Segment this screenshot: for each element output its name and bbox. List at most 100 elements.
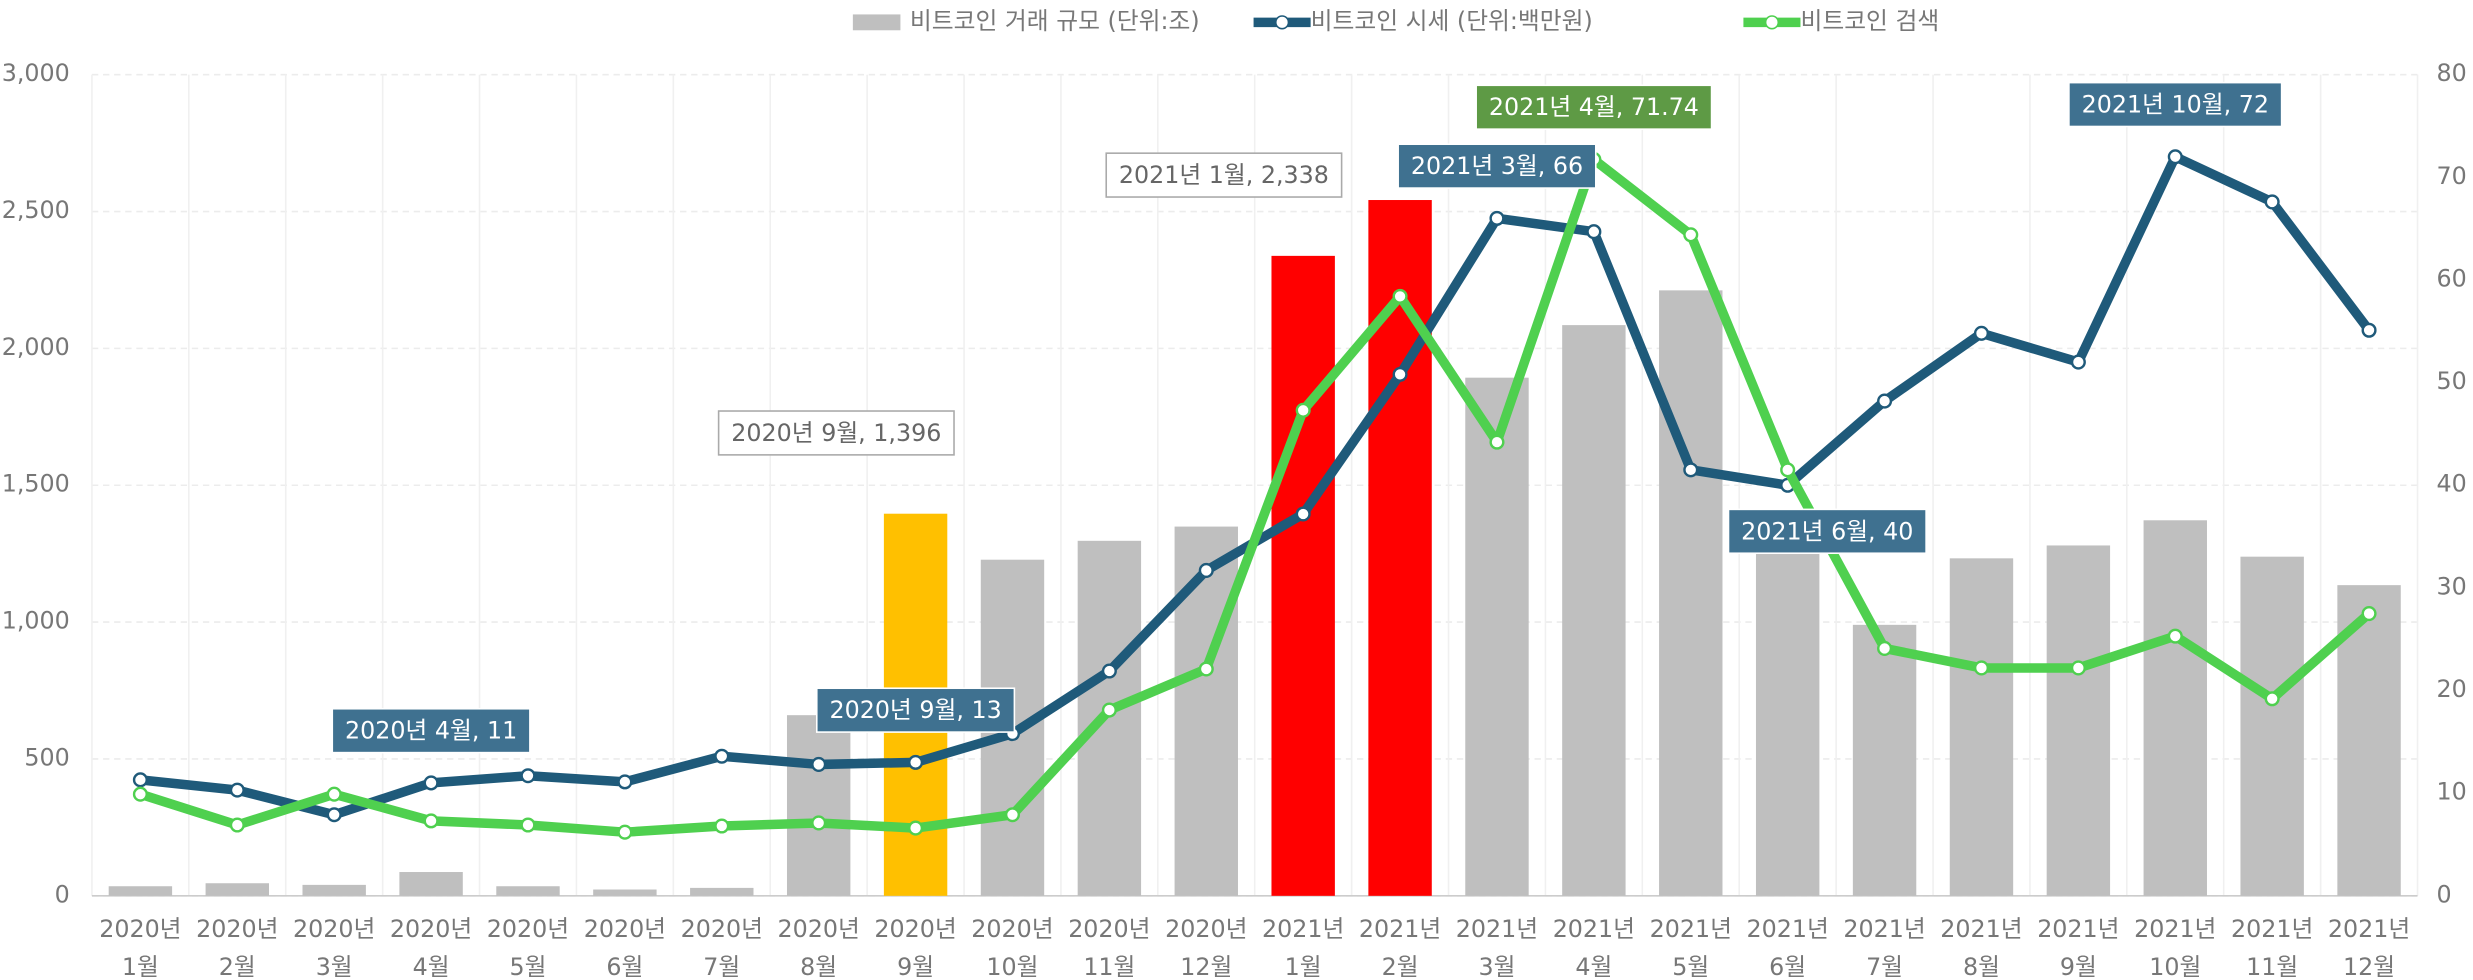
bar: [1852, 624, 1917, 896]
y2-tick-label: 10: [2437, 778, 2467, 806]
point: [1780, 462, 1796, 478]
x-tick-label: 12월: [2343, 953, 2395, 980]
legend-marker: [1274, 15, 1290, 30]
point: [1101, 663, 1117, 679]
x-tick-label: 4월: [413, 953, 450, 980]
x-tick-label: 5월: [509, 953, 546, 980]
x-tick-label: 3월: [1478, 953, 1515, 980]
x-tick-label: 8월: [1963, 953, 2000, 980]
label-box: [717, 410, 955, 456]
x-tick-label: 12월: [1180, 953, 1232, 980]
bar: [1077, 540, 1142, 896]
x-tick-label: 2020년: [971, 915, 1053, 943]
bar: [399, 872, 463, 896]
point: [1973, 325, 1990, 341]
bar: [302, 884, 366, 896]
bar: [1465, 377, 1529, 896]
point: [1004, 807, 1021, 823]
point: [132, 772, 148, 788]
point: [520, 817, 536, 833]
point: [2264, 194, 2280, 210]
point: [229, 817, 245, 833]
x-tick-label: 6월: [1769, 953, 1806, 980]
point: [2070, 354, 2086, 370]
x-tick-label: 3월: [316, 953, 353, 980]
x-tick-label: 2020년: [293, 915, 375, 943]
point: [908, 820, 924, 836]
point: [714, 748, 730, 764]
label-box: [2068, 81, 2283, 128]
y-tick-label: 2,500: [2, 196, 70, 224]
bar: [496, 886, 560, 896]
value-label: 2021년 1월, 2,338: [1119, 161, 1329, 189]
bar: [1659, 290, 1723, 896]
x-tick-label: 2021년: [1553, 915, 1635, 943]
x-tick-label: 2020년: [487, 915, 569, 943]
x-tick-label: 2021년: [1650, 915, 1732, 943]
x-tick-label: 2020년: [778, 915, 860, 943]
point: [229, 782, 245, 798]
y-tick-label: 1,000: [2, 607, 70, 635]
bar: [205, 883, 269, 896]
point: [908, 754, 924, 770]
y2-tick-label: 60: [2437, 264, 2467, 292]
x-tick-label: 10월: [2149, 953, 2201, 980]
y2-tick-label: 20: [2437, 675, 2467, 703]
x-tick-label: 8월: [800, 953, 837, 980]
x-tick-label: 11월: [1083, 953, 1135, 980]
y-tick-label: 1,500: [2, 470, 70, 498]
x-tick-label: 9월: [2060, 953, 2097, 980]
point: [1101, 702, 1117, 718]
bar: [1949, 558, 2014, 896]
point: [326, 807, 342, 823]
x-tick-label: 2021년: [2134, 915, 2216, 943]
point: [811, 756, 827, 772]
x-tick-label: 2020년: [99, 915, 181, 943]
legend-swatch: [852, 14, 901, 31]
point: [1489, 434, 1505, 450]
y2-tick-label: 40: [2437, 470, 2467, 498]
bar: [108, 886, 173, 896]
label-box: [331, 707, 531, 754]
x-tick-label: 2020년: [584, 915, 666, 943]
bar: [786, 715, 851, 896]
value-label: 2021년 3월, 66: [1411, 152, 1583, 180]
x-tick-label: 2020년: [681, 915, 763, 943]
point: [132, 786, 148, 802]
x-tick-label: 10월: [986, 953, 1038, 980]
point: [1392, 366, 1408, 382]
y-tick-label: 0: [55, 880, 70, 908]
y-tick-label: 2,000: [2, 333, 70, 361]
point: [2361, 606, 2377, 622]
point: [520, 768, 536, 784]
point: [2070, 660, 2086, 676]
y-tick-label: 3,000: [2, 59, 70, 87]
x-tick-label: 2021년: [2328, 915, 2410, 943]
x-tick-label: 2021년: [2037, 915, 2119, 943]
point: [1586, 224, 1602, 240]
x-tick-label: 2021년: [1262, 915, 1344, 943]
bar: [1562, 325, 1626, 896]
point: [423, 813, 439, 829]
value-label: 2020년 4월, 11: [345, 717, 517, 745]
point: [423, 775, 439, 791]
point: [1877, 640, 1893, 656]
point: [617, 774, 633, 790]
value-label: 2021년 4월, 71.74: [1489, 93, 1699, 121]
bar: [1755, 531, 1820, 896]
x-tick-label: 2021년: [1359, 915, 1441, 943]
point: [1295, 402, 1311, 418]
label-box: [1475, 84, 1713, 130]
value-label: 2020년 9월, 1,396: [731, 419, 941, 447]
legend-marker: [1764, 15, 1780, 30]
x-tick-label: 2020년: [1165, 915, 1247, 943]
x-tick-label: 5월: [1672, 953, 1709, 980]
x-tick-label: 1월: [122, 953, 159, 980]
point: [1973, 660, 1990, 676]
x-tick-label: 2021년: [1746, 915, 1828, 943]
bar: [690, 887, 754, 896]
point: [1683, 227, 1699, 243]
y2-tick-label: 50: [2437, 367, 2467, 395]
x-tick-label: 2020년: [1068, 915, 1150, 943]
